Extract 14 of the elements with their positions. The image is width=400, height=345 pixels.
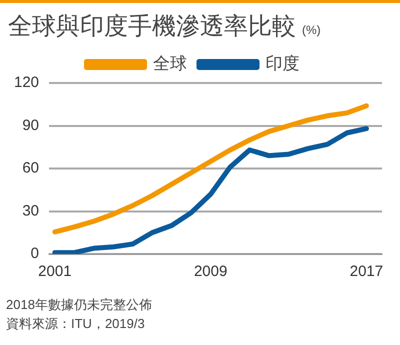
y-tick-label: 120 (14, 74, 40, 92)
text: 2018年數據仍未完整公佈 (6, 296, 152, 314)
x-tick-label: 2017 (350, 263, 384, 280)
x-tick-label: 2009 (194, 263, 228, 280)
y-tick-label: 90 (22, 116, 40, 134)
chart-title: 全球與印度手機滲透率比較 (8, 13, 296, 40)
y-axis-title: (%) (302, 23, 321, 37)
legend-label: 全球 (153, 54, 187, 74)
y-tick-label: 30 (22, 202, 40, 220)
x-tick-label: 2001 (38, 263, 72, 280)
legend-label: 印度 (266, 54, 300, 74)
y-tick-label: 0 (30, 245, 40, 262)
y-tick-label: 60 (22, 160, 40, 177)
source-note: 資料來源：ITU，2019/3 (6, 315, 146, 333)
